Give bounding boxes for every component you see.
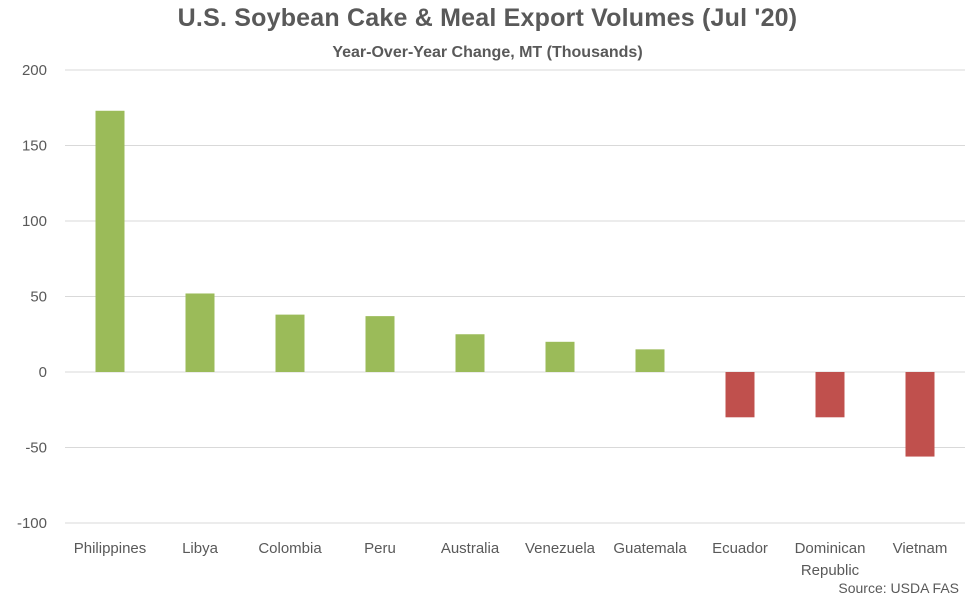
x-tick-label: Ecuador [712,540,768,557]
x-tick-label: Libya [182,540,219,557]
x-tick-label: Vietnam [893,540,948,557]
y-tick-label: 200 [22,62,47,79]
y-tick-label: 50 [30,289,47,306]
y-tick-label: 150 [22,138,47,155]
bar [455,334,485,372]
bar [725,372,755,418]
chart-title: U.S. Soybean Cake & Meal Export Volumes … [177,4,798,32]
x-tick-label: Venezuela [525,540,596,557]
chart-subtitle: Year-Over-Year Change, MT (Thousands) [332,44,643,61]
bar [635,349,665,372]
bar [275,314,305,372]
y-tick-label: -100 [17,515,47,532]
bar [815,372,845,418]
bar [545,341,575,372]
x-tick-label: Peru [364,540,396,557]
bar [365,316,395,372]
bar [95,110,125,373]
source-note: Source: USDA FAS [838,580,959,596]
x-tick-label: Colombia [258,540,322,557]
x-tick-label: Philippines [74,540,147,557]
bar [185,293,215,372]
x-tick-label: Republic [801,562,860,579]
y-tick-label: -50 [25,440,47,457]
x-tick-label: Australia [441,540,500,557]
x-tick-label: Guatemala [613,540,687,557]
y-tick-label: 0 [39,364,47,381]
y-tick-label: 100 [22,213,47,230]
x-tick-label: Dominican [795,540,866,557]
bar [905,372,935,457]
